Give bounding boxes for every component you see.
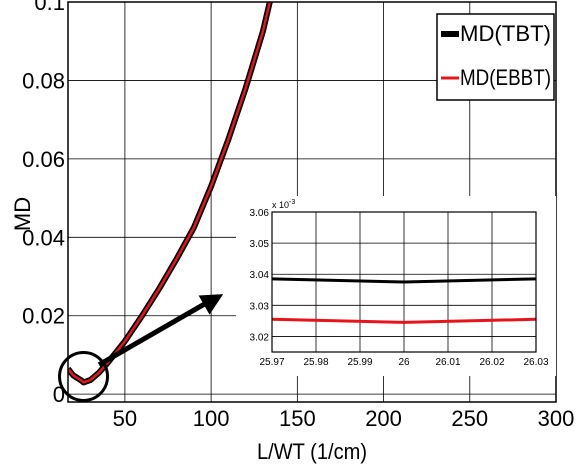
inset-scale-label: x 10-3: [272, 199, 295, 210]
y-tick-label: 0.08: [22, 68, 65, 93]
zoom-arrow-shaft: [97, 297, 213, 367]
inset-y-tick-label: 3.04: [250, 270, 270, 281]
legend-label: MD(TBT): [460, 21, 551, 46]
inset-y-tick-label: 3.02: [250, 332, 270, 343]
series-group: [68, 2, 273, 386]
x-tick-label: 200: [365, 406, 402, 431]
y-tick-label: 0.04: [22, 225, 65, 250]
inset-y-tick-label: 3.06: [250, 208, 270, 219]
y-axis-label: MD: [10, 197, 35, 231]
inset-frame: [271, 211, 537, 353]
inset-y-tick-label: 3.05: [250, 239, 270, 250]
legend-label: MD(EBBT): [460, 65, 551, 90]
y-tick-label: 0.1: [34, 0, 65, 15]
inset-x-tick-label: 25.99: [347, 357, 372, 368]
zoom-arrow-head: [198, 294, 224, 315]
inset-scale-exponent: -3: [289, 199, 295, 206]
x-tick-label: 250: [451, 406, 488, 431]
series-line-ebbt: [68, 2, 272, 384]
x-tick-label: 300: [538, 406, 575, 431]
inset-series-line-tbt: [271, 277, 537, 284]
inset-x-tick-label: 25.97: [259, 357, 284, 368]
x-tick-label: 150: [279, 406, 316, 431]
inset-x-tick-label: 26.03: [523, 357, 548, 368]
x-tick-label: 100: [193, 406, 230, 431]
zoom-circle: [58, 351, 110, 403]
inset-x-tick-label: 26.02: [479, 357, 504, 368]
y-tick-label: 0.02: [22, 304, 65, 329]
inset-x-tick-label: 26.01: [435, 357, 460, 368]
x-tick-label: 50: [113, 406, 137, 431]
inset-x-tick-label: 26: [398, 357, 410, 368]
inset-y-tick-label: 3.03: [250, 301, 270, 312]
inset-series-line-ebbt: [271, 317, 537, 324]
inset-x-tick-label: 25.98: [303, 357, 328, 368]
legend-box: [436, 13, 555, 101]
x-axis-label: L/WT (1/cm): [257, 439, 367, 464]
y-tick-label: 0.06: [22, 147, 65, 172]
inset-scale-base: x 10: [272, 200, 289, 210]
y-tick-label: 0: [53, 382, 65, 407]
